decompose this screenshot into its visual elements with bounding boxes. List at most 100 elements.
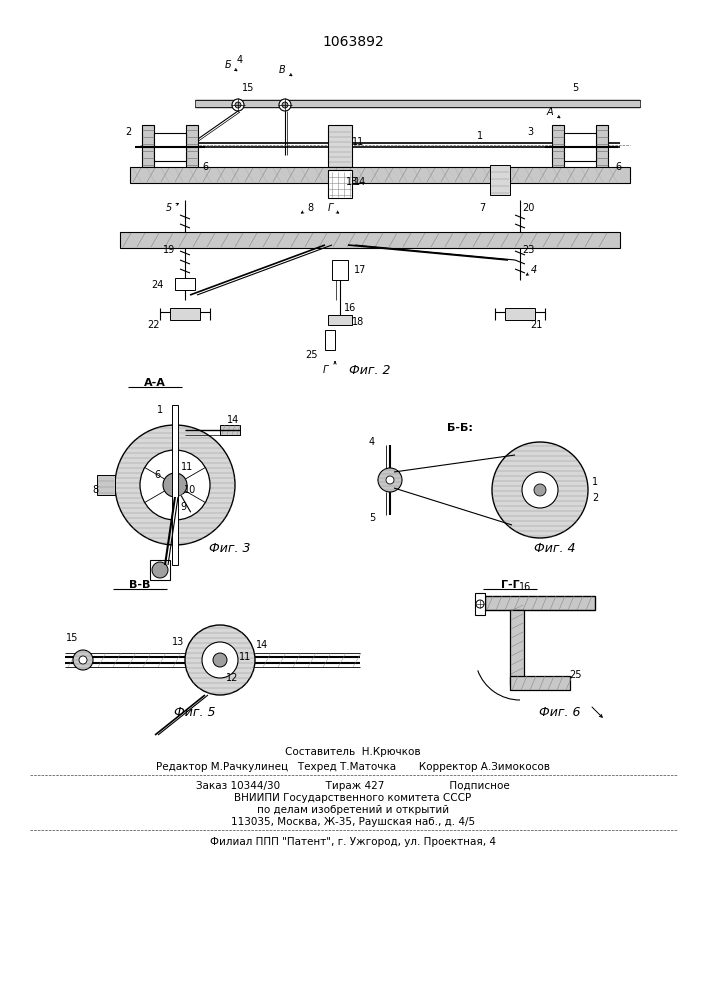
Text: 19: 19: [163, 245, 175, 255]
Text: по делам изобретений и открытий: по делам изобретений и открытий: [257, 805, 449, 815]
Bar: [97, 475, 115, 495]
Text: 6: 6: [154, 470, 160, 480]
Bar: [490, 165, 510, 195]
Text: 1063892: 1063892: [322, 35, 384, 49]
Bar: [150, 560, 170, 580]
Text: 4: 4: [237, 55, 243, 65]
Bar: [186, 125, 198, 169]
Text: 13: 13: [172, 637, 184, 647]
Text: 24: 24: [151, 280, 163, 290]
Bar: [552, 125, 564, 169]
Bar: [475, 593, 485, 615]
Circle shape: [79, 656, 87, 664]
Text: 14: 14: [354, 177, 366, 187]
Text: 13: 13: [346, 177, 358, 187]
Circle shape: [115, 425, 235, 545]
Text: Фиг. 2: Фиг. 2: [349, 363, 391, 376]
Text: 15: 15: [242, 83, 255, 93]
Bar: [175, 278, 195, 290]
Bar: [325, 330, 335, 350]
Circle shape: [140, 450, 210, 520]
Text: Филиал ППП "Патент", г. Ужгород, ул. Проектная, 4: Филиал ППП "Патент", г. Ужгород, ул. Про…: [210, 837, 496, 847]
Circle shape: [279, 99, 291, 111]
Text: Б-Б:: Б-Б:: [447, 423, 473, 433]
Text: В-В: В-В: [129, 580, 151, 590]
Text: 25: 25: [305, 350, 318, 360]
Text: 3: 3: [527, 127, 533, 137]
Circle shape: [534, 484, 546, 496]
Text: A: A: [547, 107, 554, 117]
Bar: [596, 125, 608, 169]
Text: 1: 1: [477, 131, 483, 141]
Text: 10: 10: [184, 485, 196, 495]
Text: 5: 5: [369, 513, 375, 523]
Circle shape: [213, 653, 227, 667]
Circle shape: [282, 102, 288, 108]
Bar: [130, 167, 630, 183]
Text: 1: 1: [592, 477, 598, 487]
Bar: [195, 100, 640, 107]
Text: 1: 1: [157, 405, 163, 415]
Text: Фиг. 5: Фиг. 5: [174, 706, 216, 718]
Text: 7: 7: [479, 203, 485, 213]
Bar: [510, 610, 524, 685]
Text: 2: 2: [592, 493, 598, 503]
Text: 16: 16: [344, 303, 356, 313]
Bar: [172, 405, 178, 565]
Text: 14: 14: [256, 640, 268, 650]
Text: B: B: [279, 65, 286, 75]
Bar: [485, 596, 595, 610]
Bar: [170, 308, 200, 320]
Text: 22: 22: [147, 320, 159, 330]
Text: 16: 16: [519, 582, 531, 592]
Circle shape: [522, 472, 558, 508]
Text: 6: 6: [202, 162, 208, 172]
Text: 17: 17: [354, 265, 366, 275]
Text: 21: 21: [530, 320, 542, 330]
Text: 2: 2: [125, 127, 131, 137]
Text: Г: Г: [322, 365, 327, 375]
Bar: [510, 676, 570, 690]
Text: Б: Б: [225, 60, 231, 70]
Circle shape: [202, 642, 238, 678]
Text: 5: 5: [572, 83, 578, 93]
Text: 20: 20: [522, 203, 534, 213]
Text: 23: 23: [522, 245, 534, 255]
Bar: [564, 133, 596, 161]
Text: 14: 14: [227, 415, 239, 425]
Text: 6: 6: [615, 162, 621, 172]
Bar: [120, 232, 620, 248]
Text: Фиг. 3: Фиг. 3: [209, 542, 251, 554]
Text: 25: 25: [568, 670, 581, 680]
Bar: [328, 170, 352, 198]
Circle shape: [185, 625, 255, 695]
Circle shape: [232, 99, 244, 111]
Text: 11: 11: [181, 462, 193, 472]
Bar: [505, 308, 535, 320]
Text: Заказ 10344/30              Тираж 427                    Подписное: Заказ 10344/30 Тираж 427 Подписное: [196, 781, 510, 791]
Bar: [142, 125, 154, 169]
Text: Составитель  Н.Крючков: Составитель Н.Крючков: [285, 747, 421, 757]
Circle shape: [235, 102, 241, 108]
Bar: [328, 125, 352, 169]
Text: 4: 4: [369, 437, 375, 447]
Bar: [328, 315, 352, 325]
Text: 18: 18: [352, 317, 364, 327]
Text: 113035, Москва, Ж-35, Раушская наб., д. 4/5: 113035, Москва, Ж-35, Раушская наб., д. …: [231, 817, 475, 827]
Circle shape: [386, 476, 394, 484]
Circle shape: [476, 600, 484, 608]
Circle shape: [152, 562, 168, 578]
Circle shape: [492, 442, 588, 538]
Circle shape: [163, 473, 187, 497]
Text: 11: 11: [352, 137, 364, 147]
Text: Фиг. 6: Фиг. 6: [539, 706, 580, 718]
Text: 8: 8: [92, 485, 98, 495]
Bar: [220, 425, 240, 435]
Text: Редактор М.Рачкулинец   Техред Т.Маточка       Корректор А.Зимокосов: Редактор М.Рачкулинец Техред Т.Маточка К…: [156, 762, 550, 772]
Text: 8: 8: [307, 203, 313, 213]
Text: Г-Г: Г-Г: [501, 580, 520, 590]
Text: 4: 4: [531, 265, 537, 275]
Text: 5: 5: [166, 203, 172, 213]
Text: 15: 15: [66, 633, 78, 643]
Text: Фиг. 4: Фиг. 4: [534, 542, 575, 554]
